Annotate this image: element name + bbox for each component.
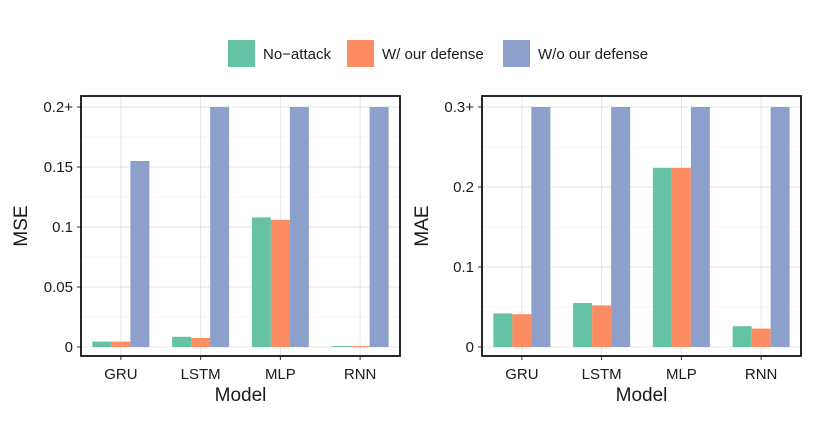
mse-x-axis-title: Model xyxy=(215,385,267,406)
mse-panel-border xyxy=(80,95,401,357)
mse-ytick-label: 0.1 xyxy=(52,219,73,236)
mse-xtick-label: RNN xyxy=(344,366,377,383)
mae-bar-gru-s1 xyxy=(512,314,532,347)
mse-bar-gru-s1 xyxy=(111,341,131,347)
mae-xtick-label: RNN xyxy=(745,366,778,383)
mae-bar-rnn-s2 xyxy=(770,107,790,347)
legend-swatch-without-defense xyxy=(503,40,530,67)
mse-bar-rnn-s1 xyxy=(350,346,370,347)
mse-ytick-label: 0 xyxy=(65,339,73,356)
mae-x-axis-title: Model xyxy=(616,385,668,406)
mse-bar-gru-s0 xyxy=(92,341,112,347)
mse-bar-mlp-s2 xyxy=(289,107,309,347)
mse-ytick-label: 0.2+ xyxy=(43,99,73,116)
mae-bar-lstm-s0 xyxy=(573,303,593,347)
mse-bar-lstm-s1 xyxy=(191,338,211,347)
mse-y-axis-title: MSE xyxy=(11,205,32,246)
mae-ytick-label: 0.1 xyxy=(453,259,474,276)
mae-bar-rnn-s0 xyxy=(732,326,752,347)
mse-xtick-label: MLP xyxy=(265,366,296,383)
mae-bar-lstm-s2 xyxy=(611,107,631,347)
mse-bar-rnn-s0 xyxy=(331,346,351,347)
mae-xtick-label: MLP xyxy=(666,366,697,383)
mae-bar-mlp-s2 xyxy=(690,107,710,347)
mae-bar-mlp-s1 xyxy=(671,167,691,347)
mse-ytick-label: 0.15 xyxy=(44,159,73,176)
mse-bar-mlp-s1 xyxy=(270,219,290,347)
mae-ytick-label: 0 xyxy=(466,339,474,356)
legend-swatch-no-attack xyxy=(228,40,255,67)
legend-label-with-defense: W/ our defense xyxy=(382,46,484,63)
mae-xtick-label: GRU xyxy=(505,366,538,383)
mse-xtick-label: GRU xyxy=(104,366,137,383)
mse-bar-mlp-s0 xyxy=(251,217,271,347)
mae-panel-border xyxy=(481,95,802,357)
mse-bar-rnn-s2 xyxy=(369,107,389,347)
mae-bar-mlp-s0 xyxy=(652,167,672,347)
mse-panel: 0 0.05 0.1 0.15 0.2+ GRU LSTM MLP RNN Model MSE xyxy=(11,95,401,406)
mae-bar-lstm-s1 xyxy=(592,305,612,347)
mae-panel: 0 0.1 0.2 0.3+ GRU LSTM MLP RNN Model MAE xyxy=(412,95,802,406)
mae-xtick-label: LSTM xyxy=(582,366,622,383)
legend-label-no-attack: No−attack xyxy=(263,46,331,63)
mae-bar-gru-s0 xyxy=(493,313,513,347)
legend: No−attack W/ our defense W/o our defense xyxy=(228,40,648,67)
mae-ytick-label: 0.2 xyxy=(453,179,474,196)
mae-bar-rnn-s1 xyxy=(751,328,771,347)
mse-bar-lstm-s0 xyxy=(172,336,192,347)
mse-bar-lstm-s2 xyxy=(210,107,230,347)
mae-ytick-label: 0.3+ xyxy=(444,99,474,116)
mse-xtick-label: LSTM xyxy=(181,366,221,383)
legend-swatch-with-defense xyxy=(347,40,374,67)
mse-bar-gru-s2 xyxy=(130,161,150,347)
mse-ytick-label: 0.05 xyxy=(44,279,73,296)
mae-bar-gru-s2 xyxy=(531,107,551,347)
mae-y-axis-title: MAE xyxy=(412,205,433,246)
legend-label-without-defense: W/o our defense xyxy=(538,46,648,63)
